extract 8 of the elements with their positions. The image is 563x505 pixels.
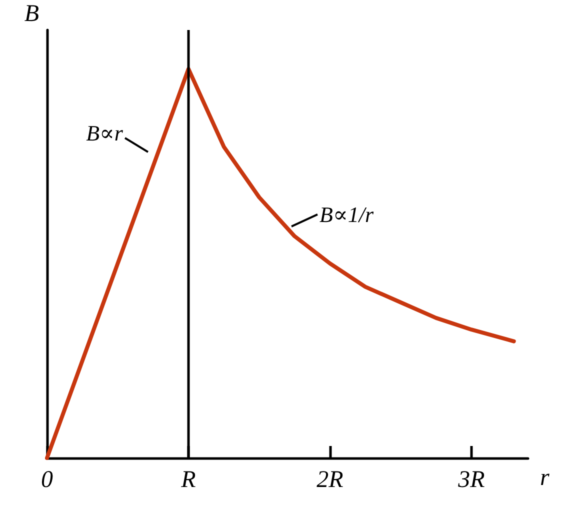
x-tick-label: 2R xyxy=(316,467,344,493)
x-tick-label: R xyxy=(180,467,196,493)
x-tick-label: 3R xyxy=(457,467,486,493)
annotation: B∝r xyxy=(86,120,124,146)
x-tick-label: 0 xyxy=(41,467,53,493)
x-axis-title: r xyxy=(540,465,550,491)
y-axis-title: B xyxy=(24,1,40,27)
annotation: B∝1/r xyxy=(320,202,374,227)
